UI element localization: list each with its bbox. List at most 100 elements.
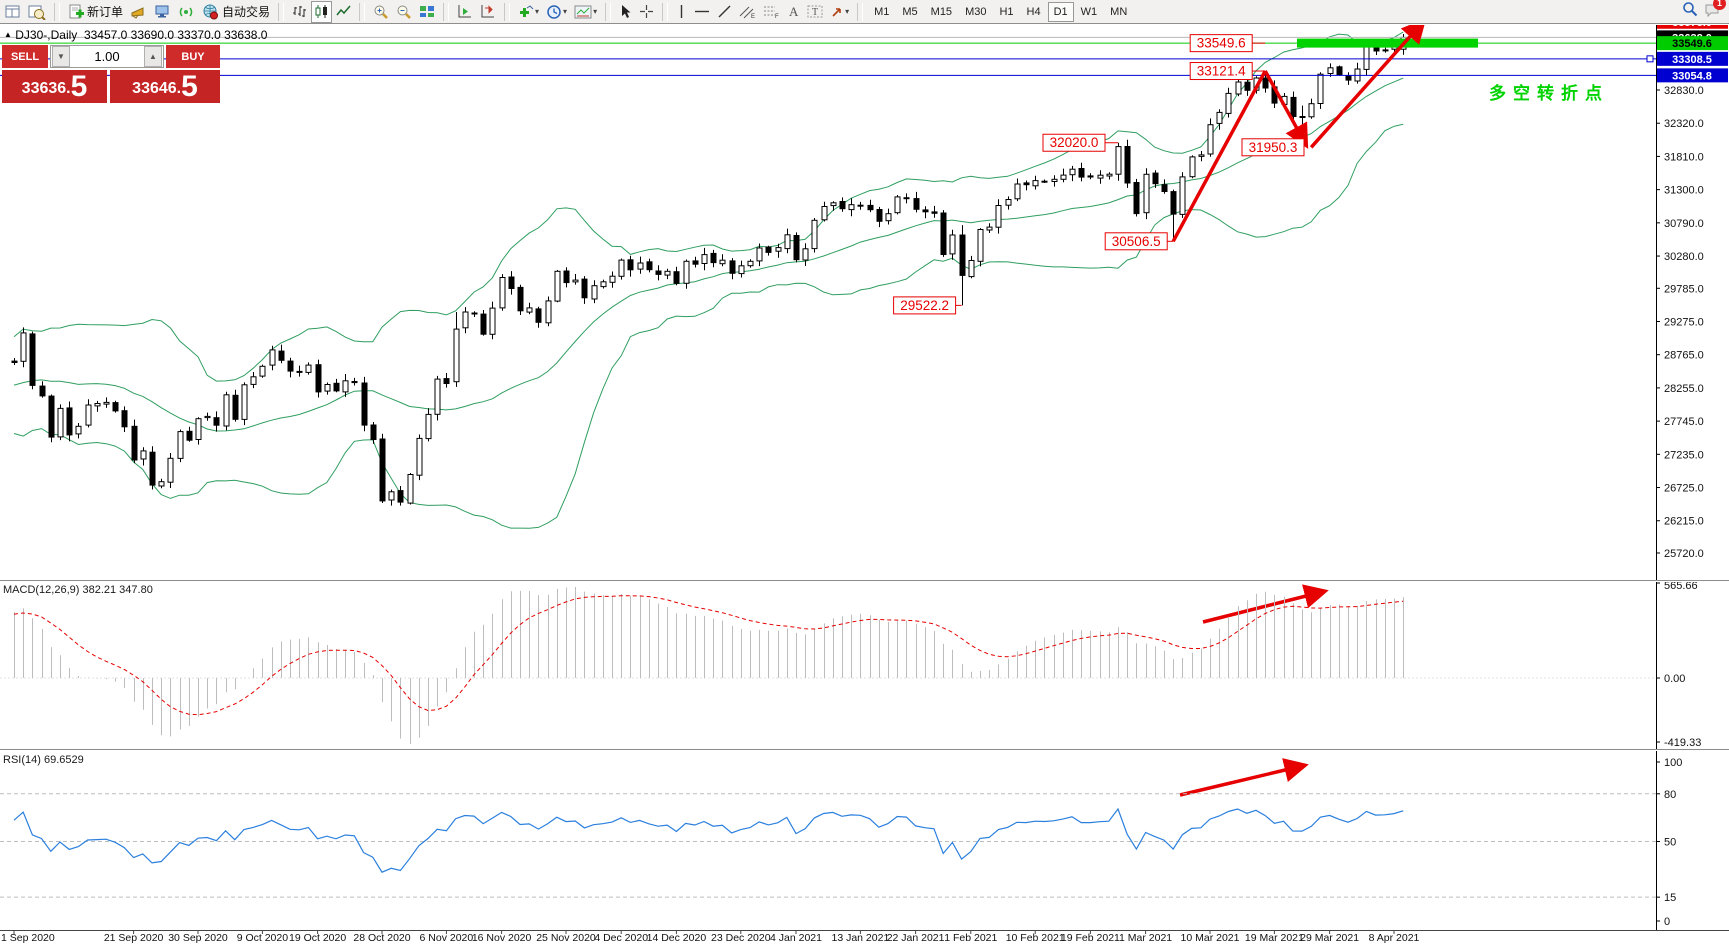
macd-trend-arrow[interactable] — [1202, 584, 1329, 624]
candle-body — [1051, 178, 1058, 183]
svg-text:E: E — [751, 14, 755, 19]
indicators-icon[interactable]: ▾ — [515, 1, 542, 23]
cursor-tool-icon[interactable] — [616, 1, 635, 23]
candle-body — [563, 270, 570, 284]
collapse-triangle-icon[interactable]: ▲ — [4, 30, 12, 39]
price-annotation-box[interactable] — [1241, 138, 1305, 157]
candle-body — [839, 201, 846, 210]
turning-point-note[interactable]: 多空转折点 — [1489, 84, 1609, 103]
candle-body — [931, 211, 938, 214]
sell-button[interactable]: SELL — [2, 45, 48, 68]
tf-button-m15[interactable]: M15 — [930, 5, 953, 18]
candle-body — [1170, 191, 1177, 215]
notifications-icon[interactable]: 1 — [1704, 0, 1726, 22]
price-tick-label: 32320.0 — [1664, 118, 1704, 130]
periods-icon[interactable]: ▾ — [543, 1, 570, 23]
candle-body — [618, 259, 625, 277]
zoom-out-icon[interactable] — [393, 1, 415, 23]
arrows-tool-icon[interactable]: ▾ — [827, 1, 852, 23]
trend-arrow[interactable] — [1171, 70, 1267, 243]
auto-scroll-icon[interactable] — [454, 1, 476, 23]
chart-shift-icon[interactable] — [477, 1, 499, 23]
candle-body — [775, 247, 782, 252]
text-tool-icon[interactable]: A — [784, 1, 803, 23]
new-order-button[interactable]: 新订单 — [65, 1, 126, 23]
tf-button-m5[interactable]: M5 — [902, 5, 918, 18]
volume-increase-button[interactable]: ▲ — [144, 46, 162, 67]
candle-body — [747, 260, 754, 267]
candle-body — [140, 450, 147, 460]
price-axis[interactable]: 32830.0 32320.0 31810.0 31300.0 30790.0 30280… — [1656, 25, 1728, 930]
price-annotation-box[interactable] — [1104, 232, 1168, 251]
tile-windows-icon[interactable] — [416, 1, 438, 23]
terminal-icon[interactable] — [151, 1, 174, 23]
tf-button-h1[interactable]: H1 — [999, 5, 1014, 18]
candle-body — [48, 395, 55, 438]
candle-body — [1060, 174, 1067, 180]
svg-text:A: A — [789, 4, 799, 19]
candlestick-type-icon[interactable] — [311, 0, 333, 23]
tf-button-m1[interactable]: M1 — [874, 5, 890, 18]
candle-body — [600, 281, 607, 288]
candle-body — [1179, 176, 1186, 215]
highlight-zone[interactable] — [1297, 38, 1478, 48]
buy-price[interactable]: 33646. 5 — [110, 70, 220, 103]
volume-decrease-button[interactable]: ▼ — [52, 46, 70, 67]
chart-canvas[interactable]: 33549.6 33121.4 32020.0 31950.3 30506.5 29522… — [0, 25, 1729, 944]
drawn-objects-layer[interactable]: 33549.6 33121.4 32020.0 31950.3 30506.5 29522… — [0, 25, 1656, 797]
bar-chart-type-icon[interactable] — [289, 1, 310, 23]
auto-trading-button[interactable]: 自动交易 — [199, 1, 273, 23]
sell-price[interactable]: 33636. 5 — [2, 70, 107, 103]
crosshair-tool-icon[interactable] — [636, 1, 657, 23]
line-selection-handle[interactable] — [1646, 55, 1654, 63]
trendline-tool-icon[interactable] — [714, 1, 735, 23]
candle-body — [39, 385, 46, 397]
channel-tool-icon[interactable]: E — [736, 1, 759, 23]
vertical-line-tool-icon[interactable] — [673, 1, 690, 23]
candle-body — [305, 364, 312, 373]
candle-body — [1198, 154, 1205, 157]
time-axis[interactable]: 1 Sep 2020 21 Sep 2020 30 Sep 2020 9 Oct 20… — [0, 930, 1729, 944]
rsi-trend-arrow[interactable] — [1179, 758, 1309, 797]
candle-body — [223, 394, 230, 427]
tf-button-m30[interactable]: M30 — [965, 5, 987, 18]
candle-body — [1115, 146, 1122, 175]
rsi-axis-label: 50 — [1664, 837, 1676, 849]
toolbar-separator — [504, 2, 511, 21]
templates-icon[interactable]: ▾ — [571, 1, 600, 23]
tf-button-mn[interactable]: MN — [1110, 5, 1128, 18]
trend-arrow[interactable] — [1263, 70, 1309, 149]
chart-profile-icon[interactable] — [25, 1, 49, 23]
market-watch-icon[interactable] — [127, 1, 150, 23]
candle-body — [830, 202, 837, 207]
tf-button-h4[interactable]: H4 — [1026, 5, 1041, 18]
candle-body — [287, 360, 294, 372]
candle-body — [876, 209, 883, 222]
zoom-in-icon[interactable] — [370, 1, 392, 23]
price-annotation-box[interactable] — [1189, 62, 1253, 81]
candle-body — [738, 265, 745, 275]
trend-arrow[interactable] — [1309, 25, 1427, 149]
chart-window-icon[interactable] — [2, 1, 24, 23]
search-icon[interactable] — [1682, 1, 1698, 22]
text-label-tool-icon[interactable]: T — [804, 1, 826, 23]
price-annotation-box[interactable] — [893, 296, 957, 315]
candle-body — [1262, 77, 1269, 89]
tf-button-w1[interactable]: W1 — [1080, 5, 1098, 18]
ohlc-values: 33457.0 33690.0 33370.0 33638.0 — [83, 28, 268, 42]
candle-body — [885, 213, 892, 222]
horizontal-line-tool-icon[interactable] — [691, 1, 713, 23]
fibonacci-tool-icon[interactable]: F — [760, 1, 783, 23]
buy-button[interactable]: BUY — [166, 45, 220, 68]
candle-body — [443, 378, 450, 385]
volume-value[interactable]: 1.00 — [94, 49, 120, 64]
tf-button-d1[interactable]: D1 — [1047, 1, 1074, 22]
price-annotation-box[interactable] — [1189, 34, 1253, 53]
signals-icon[interactable] — [175, 1, 198, 23]
candle-body — [232, 394, 239, 420]
line-chart-type-icon[interactable] — [333, 1, 354, 23]
candle-body — [29, 333, 36, 386]
price-annotation-text: 31950.3 — [1249, 140, 1298, 155]
price-annotation-box[interactable] — [1042, 133, 1106, 152]
date-label: 1 Sep 2020 — [1, 932, 55, 944]
